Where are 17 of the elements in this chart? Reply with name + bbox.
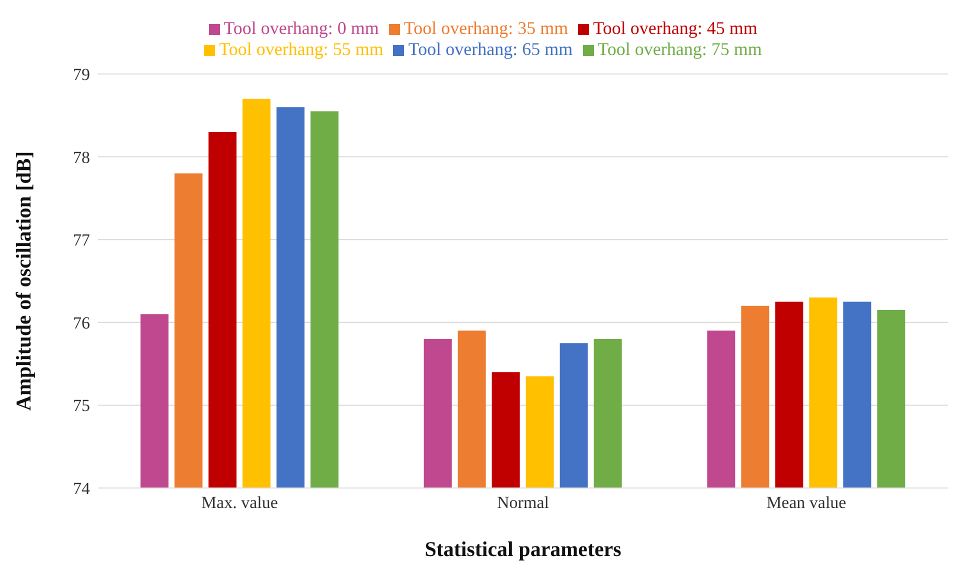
legend-label: Tool overhang: 35 mm — [404, 18, 568, 38]
x-tick-label: Mean value — [766, 493, 846, 512]
y-tick-label: 79 — [73, 65, 90, 84]
legend-label: Tool overhang: 75 mm — [598, 39, 762, 59]
legend-label: Tool overhang: 45 mm — [593, 18, 758, 38]
x-axis-title: Statistical parameters — [424, 537, 622, 561]
y-axis-title: Amplitude of oscillation [dB] — [11, 151, 36, 411]
y-tick-label: 78 — [73, 148, 90, 167]
y-tick-label: 76 — [73, 313, 90, 332]
legend-label: Tool overhang: 55 mm — [219, 39, 384, 59]
legend-label: Tool overhang: 0 mm — [224, 18, 379, 38]
legend-label: Tool overhang: 65 mm — [408, 39, 573, 59]
y-tick-label: 77 — [73, 230, 90, 250]
y-tick-label: 74 — [73, 479, 90, 498]
x-tick-label: Max. value — [201, 493, 278, 512]
x-tick-label: Normal — [497, 493, 550, 512]
y-tick-label: 75 — [73, 396, 90, 416]
